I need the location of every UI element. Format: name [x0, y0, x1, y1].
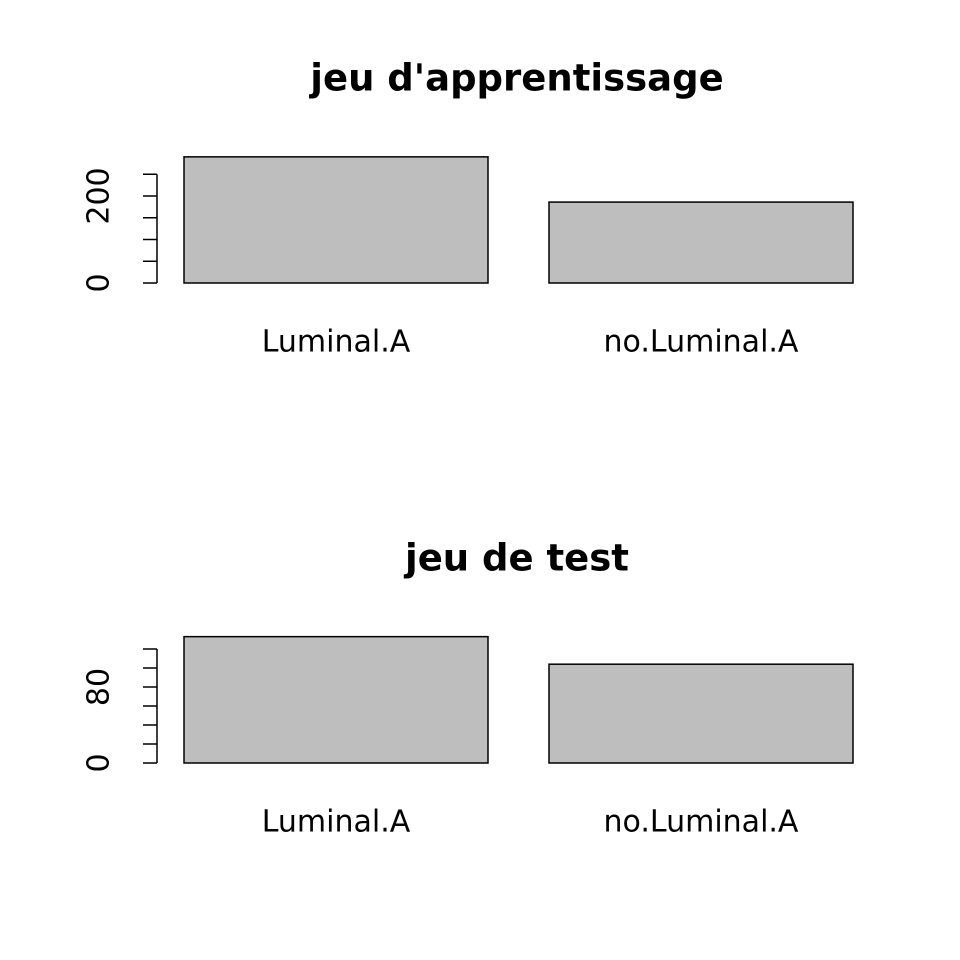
- bar: [183, 635, 489, 764]
- y-tick-label: 200: [82, 167, 117, 224]
- x-tick-label: Luminal.A: [262, 325, 411, 360]
- bar: [548, 201, 854, 284]
- y-tick-label: 80: [82, 668, 117, 706]
- x-tick-label: no.Luminal.A: [604, 805, 799, 840]
- x-tick-label: Luminal.A: [262, 805, 411, 840]
- y-tick-label: 0: [82, 753, 117, 772]
- chart-title: jeu d'apprentissage: [308, 57, 723, 100]
- bar: [183, 156, 489, 284]
- bar: [548, 663, 854, 764]
- x-tick-label: no.Luminal.A: [604, 325, 799, 360]
- chart-title: jeu de test: [403, 537, 629, 580]
- y-tick-label: 0: [82, 273, 117, 292]
